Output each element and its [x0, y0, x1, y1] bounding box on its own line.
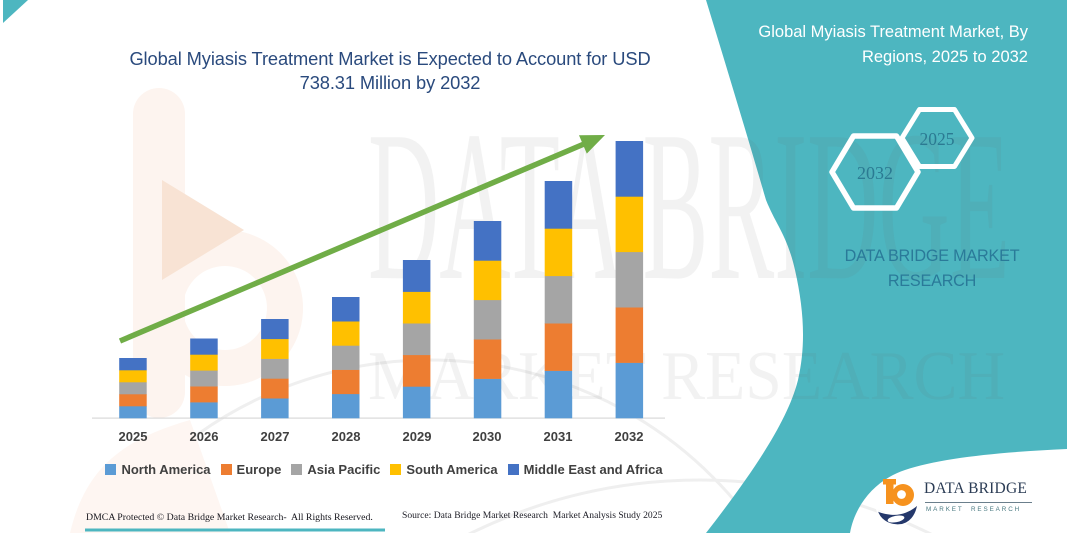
svg-text:2025: 2025: [920, 129, 955, 149]
svg-text:MARKET RESEARCH: MARKET RESEARCH: [368, 338, 1005, 415]
svg-text:2032: 2032: [857, 163, 893, 183]
